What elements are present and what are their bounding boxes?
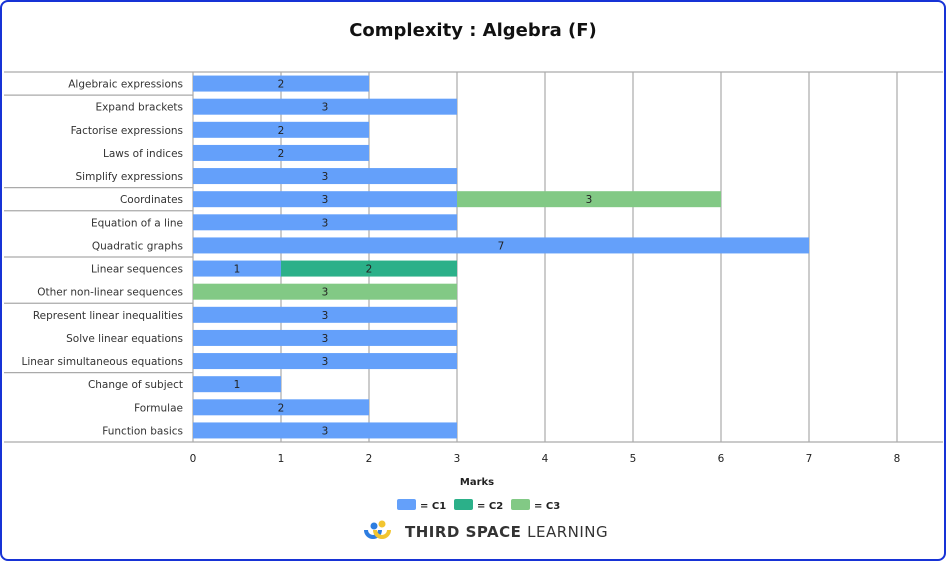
category-label: Linear simultaneous equations bbox=[21, 356, 183, 368]
category-label: Simplify expressions bbox=[76, 171, 183, 183]
data-label: 3 bbox=[322, 425, 329, 437]
legend-swatch bbox=[511, 499, 530, 510]
legend-swatch bbox=[397, 499, 416, 510]
category-label: Solve linear equations bbox=[66, 333, 183, 345]
category-label: Laws of indices bbox=[103, 148, 183, 160]
bar-c1 bbox=[193, 121, 369, 138]
data-label: 3 bbox=[322, 102, 329, 114]
bar-c1 bbox=[193, 260, 281, 277]
data-label: 2 bbox=[278, 79, 285, 91]
x-tick-label: 0 bbox=[190, 453, 197, 465]
bar-c1 bbox=[193, 306, 457, 323]
legend-label: = C1 bbox=[420, 501, 446, 512]
data-label: 1 bbox=[234, 264, 241, 276]
bar-c3 bbox=[457, 191, 721, 208]
category-label: Change of subject bbox=[88, 379, 183, 391]
category-label: Linear sequences bbox=[91, 264, 183, 276]
data-label: 3 bbox=[322, 171, 329, 183]
x-tick-label: 4 bbox=[542, 453, 549, 465]
data-label: 7 bbox=[498, 240, 505, 252]
category-label: Function basics bbox=[102, 425, 183, 437]
category-label: Factorise expressions bbox=[71, 125, 183, 137]
x-tick-label: 3 bbox=[454, 453, 461, 465]
data-label: 3 bbox=[322, 356, 329, 368]
x-axis-label: Marks bbox=[460, 477, 494, 488]
x-tick-label: 5 bbox=[630, 453, 637, 465]
bar-c1 bbox=[193, 376, 281, 393]
data-label: 3 bbox=[322, 217, 329, 229]
data-label: 2 bbox=[278, 402, 285, 414]
x-tick-label: 7 bbox=[806, 453, 813, 465]
bar-c1 bbox=[193, 422, 457, 439]
category-label: Algebraic expressions bbox=[68, 79, 183, 91]
data-label: 2 bbox=[278, 125, 285, 137]
bar-c1 bbox=[193, 168, 457, 185]
bar-c1 bbox=[193, 237, 809, 254]
data-label: 2 bbox=[278, 148, 285, 160]
data-label: 3 bbox=[586, 194, 593, 206]
bar-c1 bbox=[193, 98, 457, 115]
data-label: 3 bbox=[322, 310, 329, 322]
category-label: Equation of a line bbox=[91, 217, 183, 229]
category-label: Expand brackets bbox=[95, 102, 183, 114]
bar-c1 bbox=[193, 75, 369, 92]
x-tick-label: 8 bbox=[894, 453, 901, 465]
data-label: 2 bbox=[366, 264, 373, 276]
category-label: Coordinates bbox=[120, 194, 183, 206]
data-label: 3 bbox=[322, 287, 329, 299]
logo-icon-smile-yellow bbox=[373, 529, 391, 539]
x-tick-label: 6 bbox=[718, 453, 725, 465]
chart-title: Complexity : Algebra (F) bbox=[349, 20, 597, 41]
bar-c1 bbox=[193, 399, 369, 416]
logo-text-bold: THIRD SPACE bbox=[405, 523, 527, 541]
data-label: 3 bbox=[322, 333, 329, 345]
legend-swatch bbox=[454, 499, 473, 510]
bar-c1 bbox=[193, 144, 369, 161]
bar-c1 bbox=[193, 191, 457, 208]
category-label: Represent linear inequalities bbox=[33, 310, 183, 322]
bar-c1 bbox=[193, 214, 457, 231]
category-label: Quadratic graphs bbox=[92, 240, 183, 252]
legend-label: = C3 bbox=[534, 501, 560, 512]
category-label: Formulae bbox=[134, 402, 183, 414]
bar-c1 bbox=[193, 329, 457, 346]
logo-text: THIRD SPACE LEARNING bbox=[405, 523, 608, 541]
category-label: Other non-linear sequences bbox=[37, 287, 183, 299]
x-tick-label: 1 bbox=[278, 453, 285, 465]
logo-text-light: LEARNING bbox=[527, 523, 608, 541]
legend-label: = C2 bbox=[477, 501, 503, 512]
bar-c2 bbox=[281, 260, 457, 277]
bar-c3 bbox=[193, 283, 457, 300]
data-label: 1 bbox=[234, 379, 241, 391]
logo-icon-dot-yellow bbox=[378, 520, 386, 528]
x-tick-label: 2 bbox=[366, 453, 373, 465]
data-label: 3 bbox=[322, 194, 329, 206]
bar-c1 bbox=[193, 353, 457, 370]
logo-icon-smile-blue bbox=[364, 529, 382, 539]
logo-icon-dot-blue bbox=[370, 522, 378, 530]
